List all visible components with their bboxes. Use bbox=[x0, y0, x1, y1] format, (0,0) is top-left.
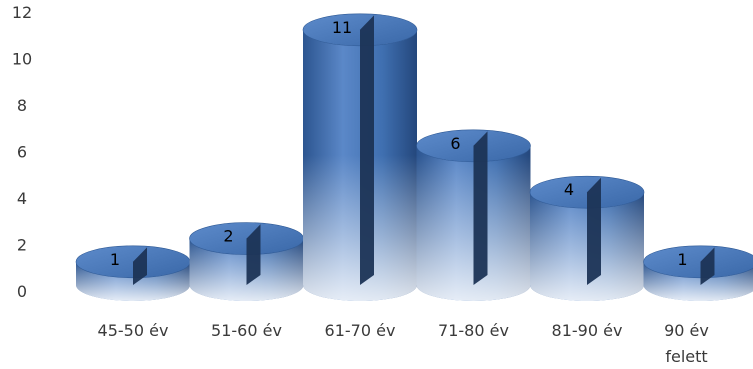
data-label: 11 bbox=[332, 18, 352, 37]
bar: 11 bbox=[302, 13, 418, 302]
bar-cut-face bbox=[700, 247, 715, 285]
data-label: 1 bbox=[677, 250, 687, 269]
x-axis: 45-50 év 51-60 év 61-70 év 71-80 év 81-90 év… bbox=[98, 321, 709, 366]
bar: 2 bbox=[189, 222, 304, 301]
bar-cut-face bbox=[246, 224, 261, 285]
x-tick-label: 90 év felett bbox=[664, 321, 709, 366]
x-tick-label: 71-80 év bbox=[438, 321, 509, 340]
bar: 6 bbox=[416, 129, 531, 301]
y-tick-label: 0 bbox=[17, 282, 27, 301]
bar-cut-face bbox=[360, 15, 374, 286]
x-tick-label: 81-90 év bbox=[552, 321, 623, 340]
bar: 4 bbox=[529, 175, 645, 301]
x-tick-label: 45-50 év bbox=[98, 321, 169, 340]
data-label: 6 bbox=[450, 134, 460, 153]
y-tick-label: 10 bbox=[12, 50, 32, 69]
data-label: 1 bbox=[110, 250, 120, 269]
y-axis: 0 2 4 6 8 10 12 bbox=[12, 3, 32, 301]
bar: 1 bbox=[75, 245, 191, 301]
y-tick-label: 4 bbox=[17, 189, 27, 208]
bars: 1 2 11 6 4 1 bbox=[75, 13, 753, 302]
data-label: 2 bbox=[223, 227, 233, 246]
y-tick-label: 6 bbox=[17, 143, 27, 162]
y-tick-label: 2 bbox=[17, 236, 27, 255]
bar-top bbox=[643, 245, 753, 279]
x-tick-label: 51-60 év bbox=[211, 321, 282, 340]
bar-cut-face bbox=[133, 247, 147, 285]
bar: 1 bbox=[643, 245, 753, 301]
data-label: 4 bbox=[564, 180, 574, 199]
bar-cut-face bbox=[473, 131, 488, 285]
bar-cut-face bbox=[587, 177, 601, 285]
y-tick-label: 8 bbox=[17, 96, 27, 115]
x-tick-label: 61-70 év bbox=[325, 321, 396, 340]
y-tick-label: 12 bbox=[12, 3, 32, 22]
